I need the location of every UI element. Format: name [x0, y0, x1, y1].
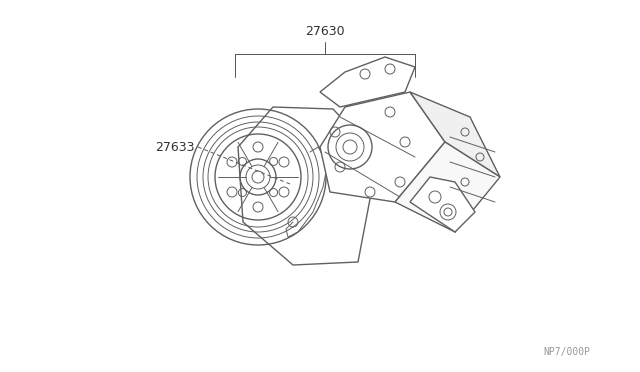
Polygon shape — [320, 92, 445, 202]
Polygon shape — [320, 57, 415, 107]
Text: 27633: 27633 — [156, 141, 195, 154]
Polygon shape — [410, 92, 500, 177]
Text: NP7/000P: NP7/000P — [543, 347, 590, 357]
Text: 27630: 27630 — [305, 25, 345, 38]
Polygon shape — [238, 107, 378, 265]
Polygon shape — [395, 142, 500, 232]
Polygon shape — [410, 177, 475, 232]
